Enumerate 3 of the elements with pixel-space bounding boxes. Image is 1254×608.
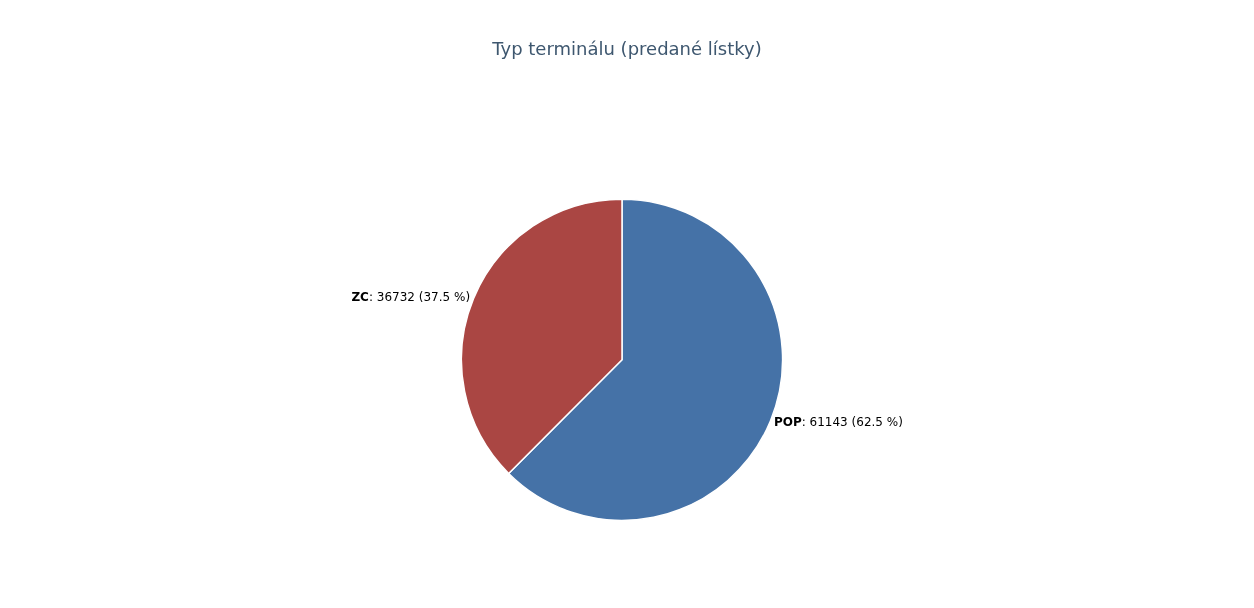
slice-label: POP <box>773 415 802 430</box>
slice-label: ZC <box>351 290 370 305</box>
chart-title: Typ terminálu (predané lístky) <box>491 38 762 60</box>
